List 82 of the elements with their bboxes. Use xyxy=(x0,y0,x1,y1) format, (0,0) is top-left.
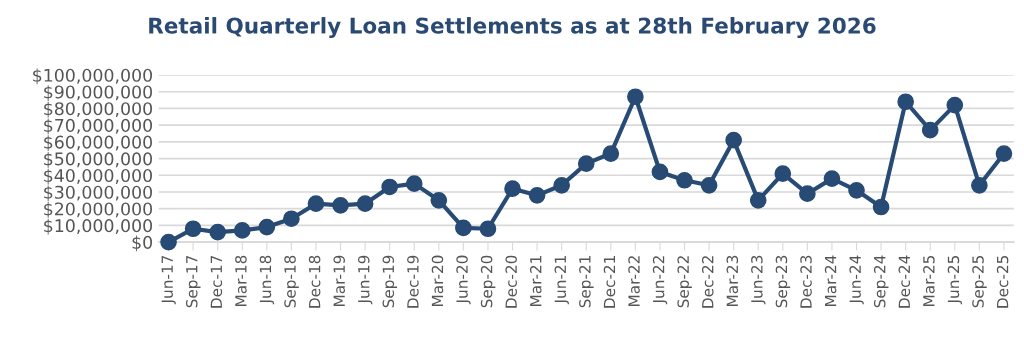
point xyxy=(233,222,251,239)
point xyxy=(848,181,865,199)
x-tick-label: Jun-19 xyxy=(357,255,373,305)
point xyxy=(504,180,521,197)
x-tick-label: Sep-17 xyxy=(185,255,201,308)
point xyxy=(627,88,644,106)
x-tick-label: Mar-19 xyxy=(333,255,345,306)
x-tick-label: Dec-19 xyxy=(407,255,419,308)
y-tick-label: $0 xyxy=(132,235,153,252)
x-tick-label: Sep-25 xyxy=(972,255,987,308)
x-tick-label: Mar-20 xyxy=(431,255,444,306)
point xyxy=(209,223,227,241)
point xyxy=(897,93,914,111)
x-tick-label: Sep-19 xyxy=(382,255,398,308)
y-tick-label: $40,000,000 xyxy=(44,168,153,185)
chart-title: Retail Quarterly Loan Settlements as at 28th February 2026 xyxy=(149,17,876,39)
y-tick-label: $30,000,000 xyxy=(44,185,153,202)
point xyxy=(676,171,693,189)
point xyxy=(332,197,349,214)
point xyxy=(700,176,718,194)
x-tick-label: Jun-17 xyxy=(161,255,176,305)
x-tick-label: Mar-21 xyxy=(529,256,542,306)
point xyxy=(921,121,939,139)
x-tick-label: Sep-21 xyxy=(579,256,594,308)
x-tick-label: Jun-22 xyxy=(652,256,668,305)
x-tick-label: Sep-18 xyxy=(284,255,299,308)
y-tick-label: $50,000,000 xyxy=(44,151,153,168)
x-tick-label: Dec-20 xyxy=(505,255,517,308)
x-tick-label: Dec-25 xyxy=(996,255,1009,308)
x-tick-label: Mar-23 xyxy=(726,255,739,306)
x-tick-label: Sep-23 xyxy=(775,255,791,308)
point xyxy=(995,145,1013,162)
point xyxy=(430,192,448,209)
point xyxy=(946,96,964,114)
point xyxy=(799,185,816,202)
y-tick-label: $20,000,000 xyxy=(44,202,153,218)
point xyxy=(405,175,423,192)
x-tick-label: Dec-24 xyxy=(898,255,911,308)
point xyxy=(872,198,890,216)
point xyxy=(774,165,792,182)
point xyxy=(479,220,497,238)
y-tick-label: $100,000,000 xyxy=(33,68,153,85)
point xyxy=(602,145,620,162)
point xyxy=(258,218,276,236)
x-tick-label: Dec-21 xyxy=(603,256,616,308)
x-tick-label: Jun-25 xyxy=(947,255,963,305)
point xyxy=(725,131,742,149)
point xyxy=(455,219,472,237)
y-tick-label: $60,000,000 xyxy=(44,135,153,151)
x-tick-label: Mar-25 xyxy=(923,255,935,306)
y-tick-label: $80,000,000 xyxy=(44,101,153,118)
y-tick-label: $10,000,000 xyxy=(44,218,153,235)
x-tick-label: Jun-21 xyxy=(554,256,569,305)
point xyxy=(184,220,202,238)
point xyxy=(823,170,841,187)
x-tick-label: Mar-24 xyxy=(824,255,837,306)
x-tick-label: Jun-20 xyxy=(456,255,471,305)
x-tick-label: Sep-20 xyxy=(480,255,496,308)
point xyxy=(283,210,300,228)
point xyxy=(160,233,177,251)
point xyxy=(749,192,767,209)
x-tick-label: Mar-18 xyxy=(235,255,247,306)
y-tick-label: $70,000,000 xyxy=(44,118,153,135)
point xyxy=(356,195,374,213)
x-tick-label: Jun-24 xyxy=(849,255,864,305)
y-tick-label: $90,000,000 xyxy=(44,85,153,101)
point xyxy=(528,186,546,204)
x-tick-label: Dec-17 xyxy=(210,255,223,308)
point xyxy=(381,178,399,196)
point xyxy=(971,176,988,194)
x-tick-label: Dec-18 xyxy=(308,255,321,308)
x-tick-label: Sep-22 xyxy=(677,256,692,308)
x-tick-label: Dec-23 xyxy=(800,255,812,308)
point xyxy=(577,155,595,172)
x-tick-label: Mar-22 xyxy=(628,256,640,306)
point xyxy=(651,163,669,181)
x-tick-label: Jun-23 xyxy=(751,255,766,305)
point xyxy=(307,195,325,213)
x-tick-label: Dec-22 xyxy=(701,256,714,308)
point xyxy=(553,176,571,194)
x-tick-label: Jun-18 xyxy=(259,255,275,305)
x-tick-label: Sep-24 xyxy=(873,255,889,308)
